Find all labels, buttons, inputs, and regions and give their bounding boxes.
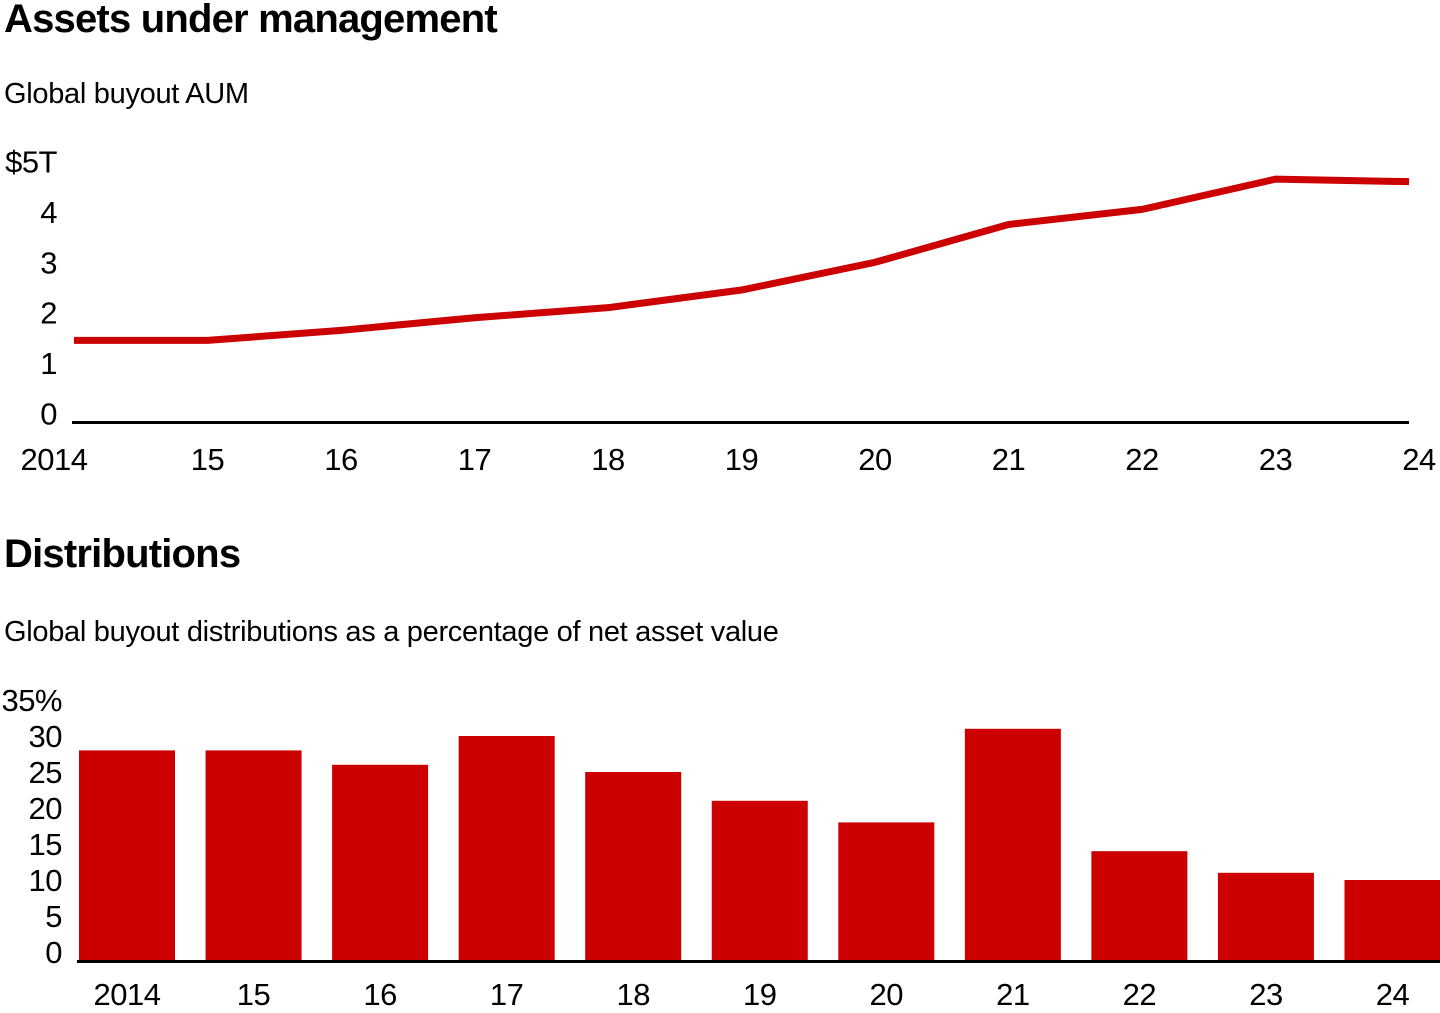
y-tick-label: 15 — [29, 827, 62, 862]
x-tick-label: 23 — [1259, 442, 1292, 477]
bar — [458, 736, 555, 963]
y-tick-label: 5 — [45, 899, 62, 934]
x-tick-label: 16 — [324, 442, 357, 477]
y-tick-label: 2 — [40, 296, 57, 331]
bar — [1091, 851, 1188, 963]
y-tick-label: 30 — [29, 719, 63, 754]
x-tick-label: 20 — [870, 977, 904, 1012]
bar — [585, 772, 682, 963]
y-tick-label: 20 — [29, 791, 63, 826]
x-tick-label: 22 — [1123, 977, 1156, 1012]
x-tick-label: 15 — [237, 977, 270, 1012]
bar — [332, 764, 429, 963]
x-tick-label: 17 — [490, 977, 523, 1012]
x-tick-label: 20 — [858, 442, 892, 477]
x-tick-label: 2014 — [21, 442, 88, 477]
bar — [1217, 872, 1314, 963]
x-tick-label: 17 — [458, 442, 491, 477]
x-tick-label: 15 — [191, 442, 224, 477]
bar — [79, 750, 175, 963]
aum-line — [74, 175, 1410, 344]
x-tick-label: 18 — [616, 977, 649, 1012]
bar — [1344, 880, 1440, 963]
x-tick-label: 19 — [725, 442, 758, 477]
x-tick-label: 24 — [1402, 442, 1436, 477]
bar — [205, 750, 302, 963]
y-tick-label: 0 — [40, 397, 57, 432]
bar — [711, 800, 808, 963]
x-tick-label: 2014 — [94, 977, 161, 1012]
y-tick-label: 0 — [45, 935, 62, 970]
distributions-title: Distributions — [4, 532, 241, 576]
y-tick-label: 4 — [40, 195, 57, 230]
aum-title: Assets under management — [4, 0, 498, 41]
distributions-subtitle: Global buyout distributions as a percent… — [4, 616, 779, 648]
y-tick-label: 25 — [29, 755, 62, 790]
x-tick-label: 18 — [591, 442, 624, 477]
y-tick-label: 1 — [40, 346, 57, 381]
bar — [964, 728, 1061, 963]
y-tick-label: $5T — [5, 145, 57, 180]
aum-subtitle: Global buyout AUM — [4, 78, 249, 110]
y-tick-label: 10 — [29, 863, 63, 898]
x-tick-label: 21 — [996, 977, 1029, 1012]
x-tick-label: 24 — [1376, 977, 1410, 1012]
x-tick-label: 21 — [992, 442, 1025, 477]
y-tick-label: 3 — [40, 245, 57, 280]
x-tick-label: 23 — [1249, 977, 1282, 1012]
x-tick-label: 16 — [363, 977, 396, 1012]
bar — [838, 822, 935, 963]
y-tick-label: 35% — [1, 683, 62, 718]
x-tick-label: 22 — [1125, 442, 1158, 477]
x-tick-label: 19 — [743, 977, 776, 1012]
